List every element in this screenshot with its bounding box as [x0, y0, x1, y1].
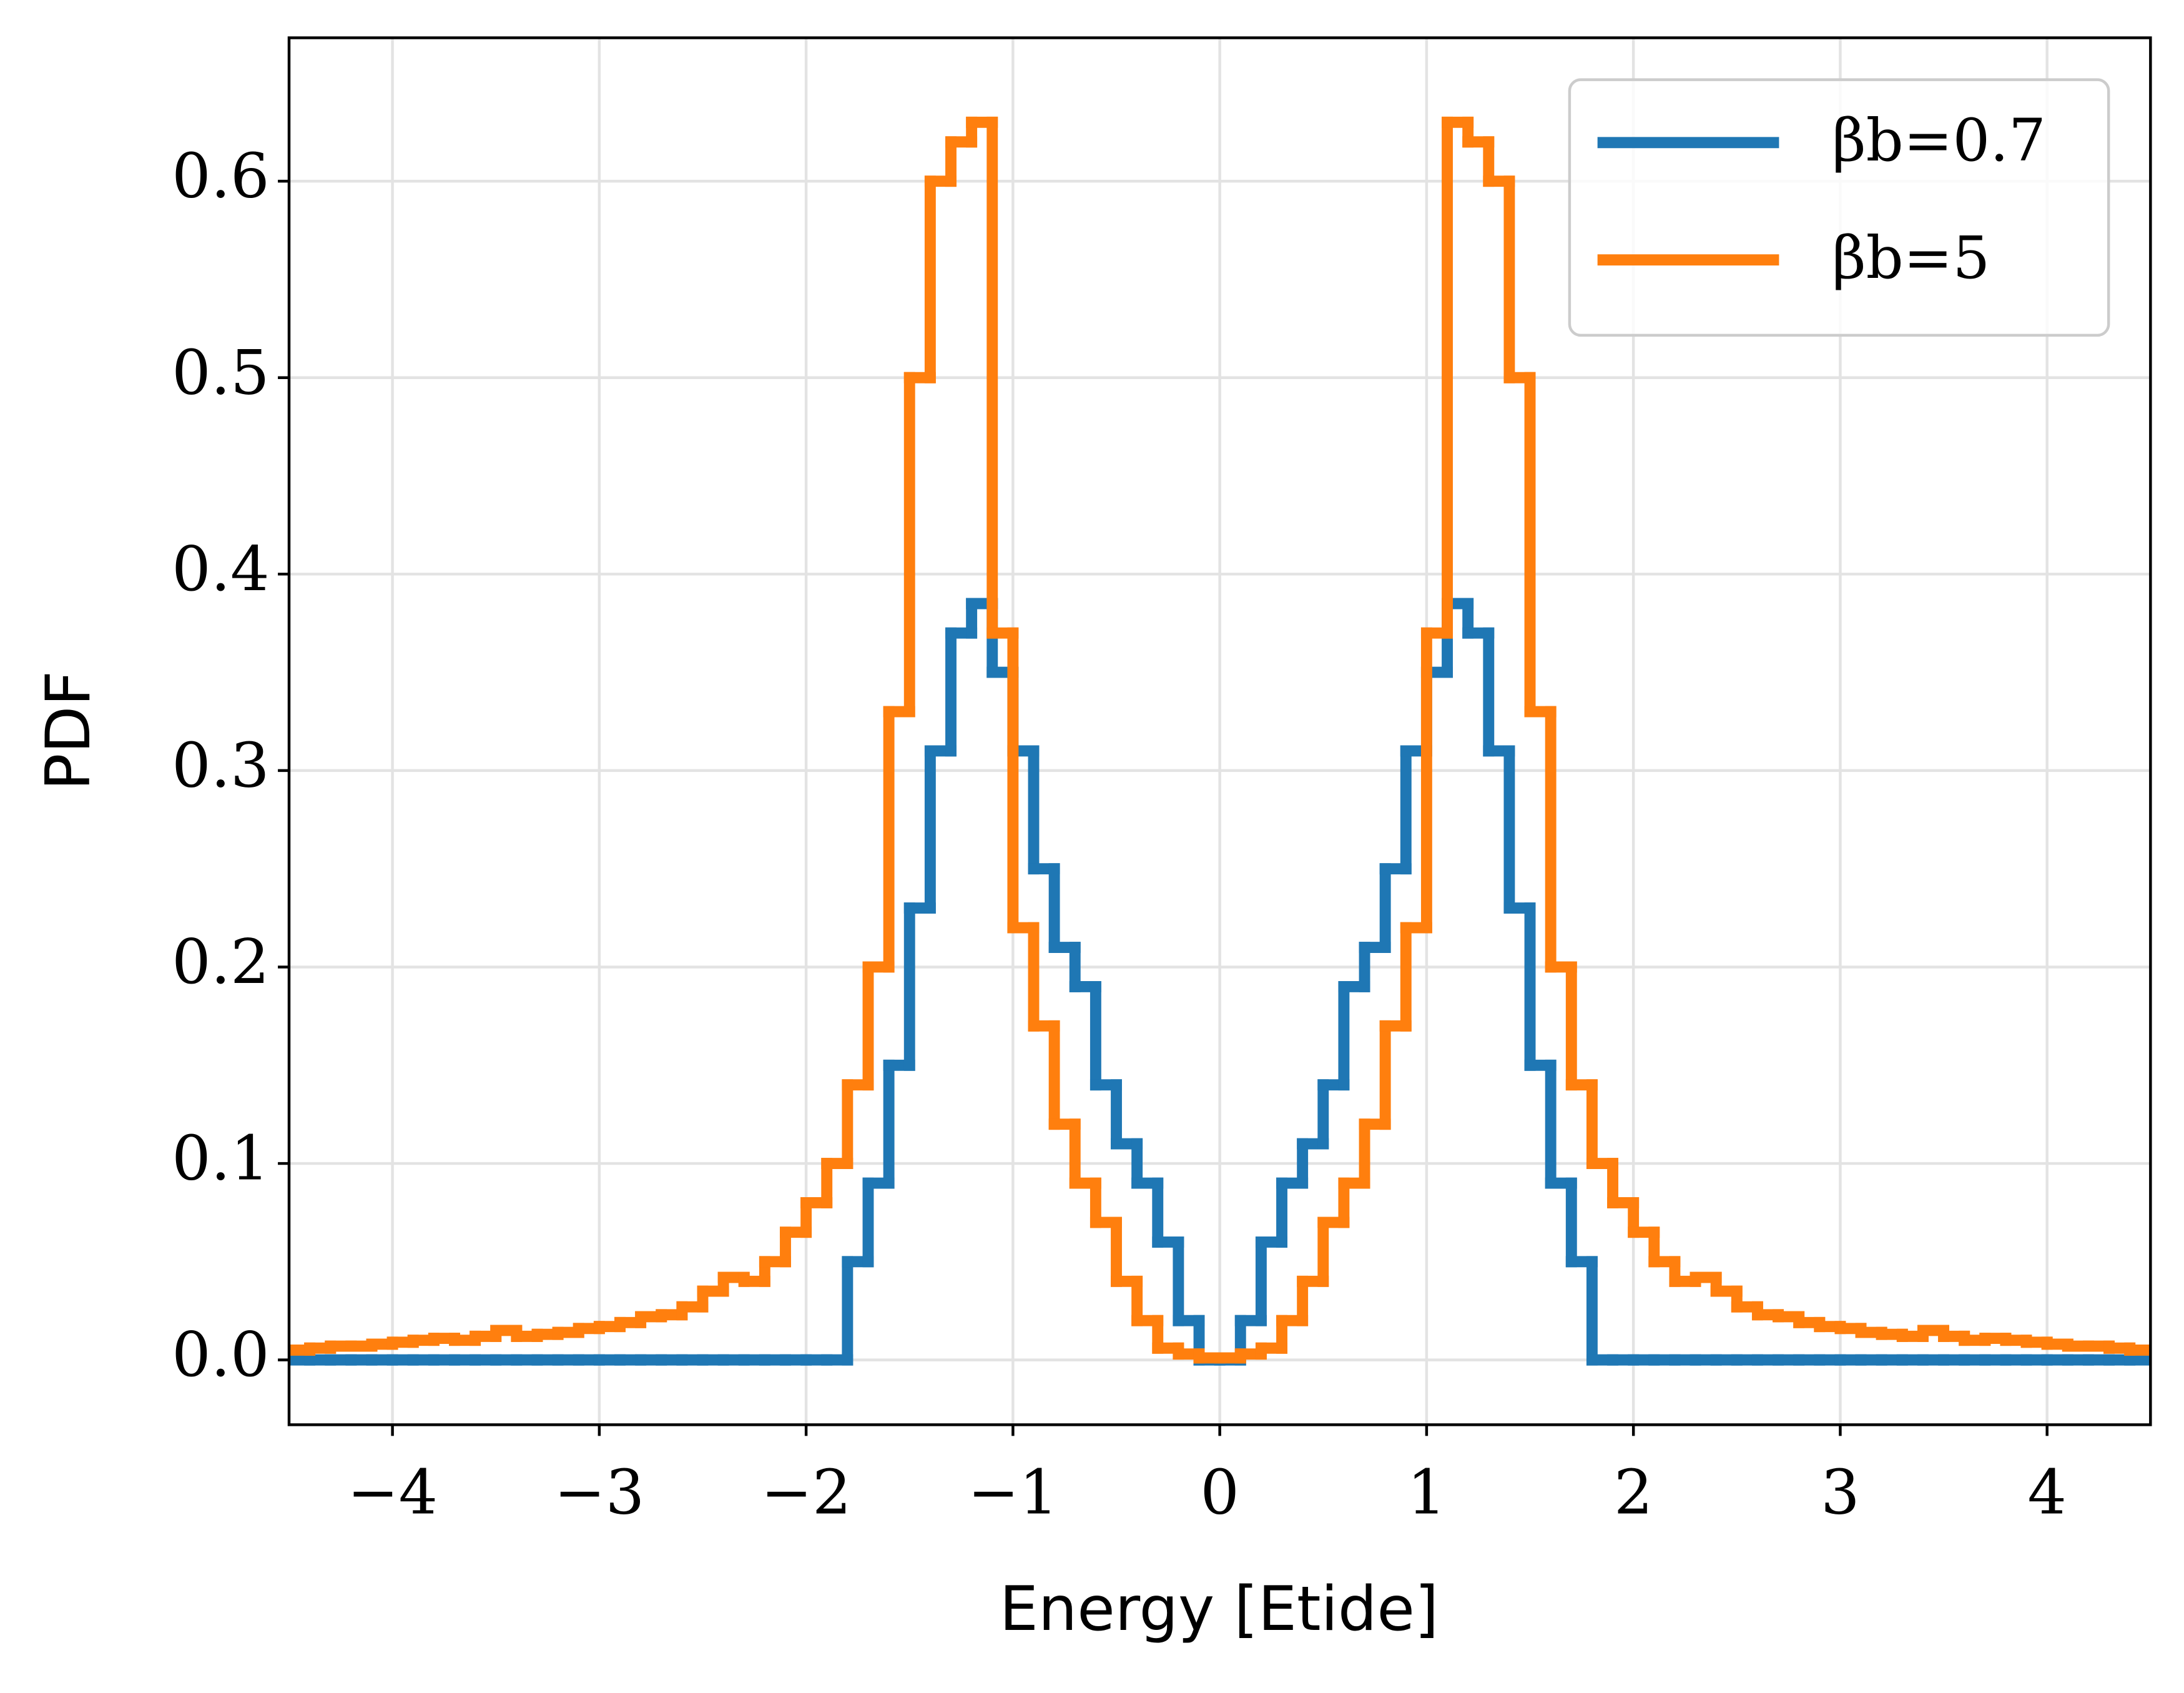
y-tick-label: 0.2 [172, 927, 269, 998]
y-tick-label: 0.3 [172, 730, 269, 801]
x-tick-label: 0 [1200, 1457, 1239, 1528]
legend-label: βb=5 [1832, 224, 1990, 292]
y-tick-label: 0.1 [172, 1123, 269, 1195]
x-tick-label: 2 [1614, 1457, 1653, 1528]
y-tick-label: 0.6 [172, 141, 269, 212]
plot-frame [287, 36, 2152, 1426]
series [288, 116, 2151, 1364]
legend-label: βb=0.7 [1832, 107, 2046, 175]
y-tick-label: 0.4 [172, 534, 269, 605]
x-tick-label: −1 [968, 1457, 1058, 1528]
y-tick-label: 0.5 [172, 337, 269, 408]
x-tick-label: 3 [1821, 1457, 1860, 1528]
series [288, 598, 2151, 1366]
x-axis-label: Energy [Etide] [1000, 1574, 1439, 1645]
x-tick-label: 1 [1407, 1457, 1447, 1528]
x-tick-label: −4 [347, 1457, 438, 1528]
x-tick-label: 4 [2027, 1457, 2067, 1528]
x-tick-label: −3 [554, 1457, 644, 1528]
x-tick-label: −2 [761, 1457, 852, 1528]
y-tick-label: 0.0 [172, 1320, 269, 1391]
y-axis-label: PDF [33, 671, 104, 791]
